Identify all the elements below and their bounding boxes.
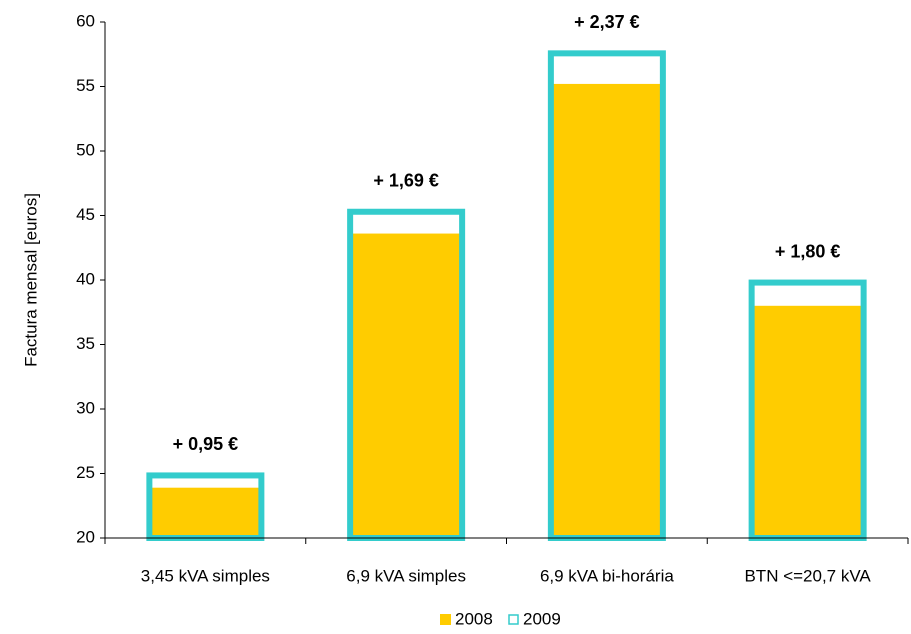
annotation: + 1,80 € — [775, 241, 841, 261]
y-tick-label: 60 — [76, 11, 95, 30]
y-tick-label: 40 — [76, 269, 95, 288]
annotation: + 2,37 € — [574, 12, 640, 32]
bar — [550, 83, 663, 539]
legend-label: 2009 — [523, 609, 561, 628]
x-tick-label: BTN <=20,7 kVA — [744, 566, 871, 585]
y-tick-label: 30 — [76, 398, 95, 417]
y-tick-label: 35 — [76, 334, 95, 353]
x-tick-label: 6,9 kVA simples — [346, 566, 466, 585]
bar — [350, 233, 463, 538]
bar — [149, 487, 262, 538]
y-tick-label: 20 — [76, 527, 95, 546]
legend-swatch — [508, 614, 519, 625]
y-tick-label: 55 — [76, 76, 95, 95]
bar — [751, 305, 864, 538]
y-tick-label: 45 — [76, 205, 95, 224]
y-tick-label: 25 — [76, 463, 95, 482]
y-tick-label: 50 — [76, 140, 95, 159]
x-tick-label: 6,9 kVA bi-horária — [540, 566, 674, 585]
legend-label: 2008 — [455, 609, 493, 628]
x-tick-label: 3,45 kVA simples — [141, 566, 270, 585]
y-axis-label: Factura mensal [euros] — [21, 193, 40, 367]
legend-swatch — [440, 614, 451, 625]
annotation: + 0,95 € — [173, 434, 239, 454]
annotation: + 1,69 € — [373, 171, 439, 191]
